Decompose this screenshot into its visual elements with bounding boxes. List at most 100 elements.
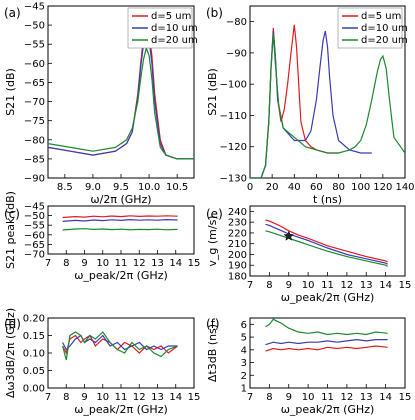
panel-d-bandwidth: 7 8 9 10 11 12 13 14 15 0.00 0.05 0.10 0.15 0.20 ω_pea… <box>4 308 200 416</box>
x-tick-label: 8 <box>266 392 272 403</box>
y-tick-label: −55 <box>24 40 45 51</box>
y-tick-label: −130 <box>220 174 247 185</box>
y-tick-label: 0.10 <box>23 349 45 360</box>
x-tick-label: 8.5 <box>57 182 73 193</box>
x-tick-label: 15 <box>399 280 412 291</box>
y-tick-label: 230 <box>228 218 247 229</box>
y-tick-label: 200 <box>228 250 247 261</box>
y-tick-label: 4 <box>241 345 247 356</box>
series-line-f-3 <box>265 318 388 336</box>
y-tick-label: 190 <box>228 261 247 272</box>
panel-label-d: (d) <box>4 317 21 331</box>
x-tick-label: 9 <box>81 258 87 269</box>
x-axis-label-a: ω/2π (GHz) <box>90 193 151 206</box>
y-tick-label: 1 <box>241 384 247 395</box>
x-tick-label: 10.5 <box>166 182 188 193</box>
series-group-f <box>265 318 388 352</box>
y-tick-label: −45 <box>24 202 45 213</box>
plot-frame-d <box>47 317 195 389</box>
y-tick-label: −80 <box>226 17 247 28</box>
panel-label-f: (f) <box>206 317 220 331</box>
series-line-c-3 <box>62 228 178 231</box>
y-tick-label: −60 <box>24 59 45 70</box>
y-tick-label: −45 <box>24 2 45 13</box>
legend-a: d=5 um d=10 um d=20 um <box>127 7 198 49</box>
y-tick-label: −75 <box>24 116 45 127</box>
panel-label-c: (c) <box>4 207 20 221</box>
plot-frame-f <box>249 317 406 389</box>
x-tick-label: 80 <box>332 182 345 193</box>
series-group-c <box>62 215 178 231</box>
y-axis-label-c: S21 peak (dB) <box>4 191 17 269</box>
y-tick-label: 180 <box>228 272 247 283</box>
x-tick-label: 7 <box>247 392 253 403</box>
y-tick-label: 5 <box>241 333 247 344</box>
x-tick-label: 8 <box>63 392 69 403</box>
y-axis-label-e: v_g (m/s) <box>206 215 219 266</box>
y-tick-label: −50 <box>24 211 45 222</box>
x-axis-label-e: ω_peak/2π (GHz) <box>281 291 375 304</box>
x-tick-label: 13 <box>360 392 373 403</box>
y-tick-label: −55 <box>24 221 45 232</box>
y-tick-label: −90 <box>226 48 247 59</box>
y-tick-label: 240 <box>228 207 247 218</box>
x-tick-label: 12 <box>341 280 354 291</box>
x-tick-label: 9.0 <box>85 182 101 193</box>
x-tick-label: 9 <box>286 280 292 291</box>
x-axis-label-b: t (ns) <box>313 193 342 206</box>
x-tick-label: 11 <box>321 392 334 403</box>
legend-b-label-d5: d=5 um <box>361 11 401 22</box>
y-tick-label: −90 <box>24 174 45 185</box>
x-tick-label: 11 <box>115 392 128 403</box>
y-axis-label-f: Δt3dB (ns) <box>206 324 219 382</box>
x-tick-label: 10 <box>96 392 109 403</box>
series-line-f-1 <box>265 345 388 352</box>
y-tick-label: −70 <box>24 250 45 261</box>
x-tick-label: 9 <box>286 392 292 403</box>
series-line-c-1 <box>62 215 178 219</box>
x-tick-label: 9.5 <box>113 182 129 193</box>
series-group-b <box>250 24 405 178</box>
series-line-e-2 <box>265 223 388 265</box>
series-group-d <box>62 331 178 361</box>
x-tick-label: 100 <box>351 182 370 193</box>
y-axis-label-d: Δω3dB/2π (GHz) <box>4 308 17 398</box>
x-tick-label: 9 <box>81 392 87 403</box>
x-tick-label: 15 <box>399 392 412 403</box>
x-tick-label: 10 <box>302 280 315 291</box>
panel-label-a: (a) <box>4 6 21 20</box>
legend-b-label-d20: d=20 um <box>361 35 408 46</box>
y-axis-label-b: S21 (dB) <box>206 68 219 116</box>
y-tick-label: −70 <box>24 97 45 108</box>
x-tick-label: 14 <box>379 280 392 291</box>
x-tick-label: 14 <box>379 392 392 403</box>
x-tick-label: 8 <box>63 258 69 269</box>
x-tick-label: 12 <box>133 392 146 403</box>
x-tick-label: 10.0 <box>138 182 160 193</box>
y-tick-label: 3 <box>241 358 247 369</box>
panel-label-e: (e) <box>206 207 223 221</box>
y-tick-label: 6 <box>241 320 247 331</box>
y-tick-label: −100 <box>220 80 247 91</box>
x-tick-label: 0 <box>247 182 253 193</box>
plot-frame-b <box>249 5 406 179</box>
panel-b-time-domain: 0 20 40 60 80 100 120 140 −130 −120 −110 −100 −90 −80… <box>206 5 415 206</box>
legend-b-label-d10: d=10 um <box>361 23 408 34</box>
y-tick-label: −120 <box>220 142 247 153</box>
y-tick-label: 0.00 <box>23 384 45 395</box>
y-tick-label: −65 <box>24 78 45 89</box>
y-tick-label: 2 <box>241 371 247 382</box>
x-tick-label: 14 <box>169 392 182 403</box>
legend-a-label-d10: d=10 um <box>151 23 198 34</box>
legend-b: d=5 um d=10 um d=20 um <box>337 7 408 49</box>
x-tick-label: 12 <box>341 392 354 403</box>
series-line-f-2 <box>265 338 388 346</box>
plot-frame-e <box>249 205 406 277</box>
y-tick-label: 0.20 <box>23 314 45 325</box>
y-tick-label: 0.15 <box>23 331 45 342</box>
x-tick-label: 60 <box>310 182 323 193</box>
y-tick-label: 0.05 <box>23 366 45 377</box>
x-tick-label: 12 <box>133 258 146 269</box>
legend-a-label-d5: d=5 um <box>151 11 191 22</box>
